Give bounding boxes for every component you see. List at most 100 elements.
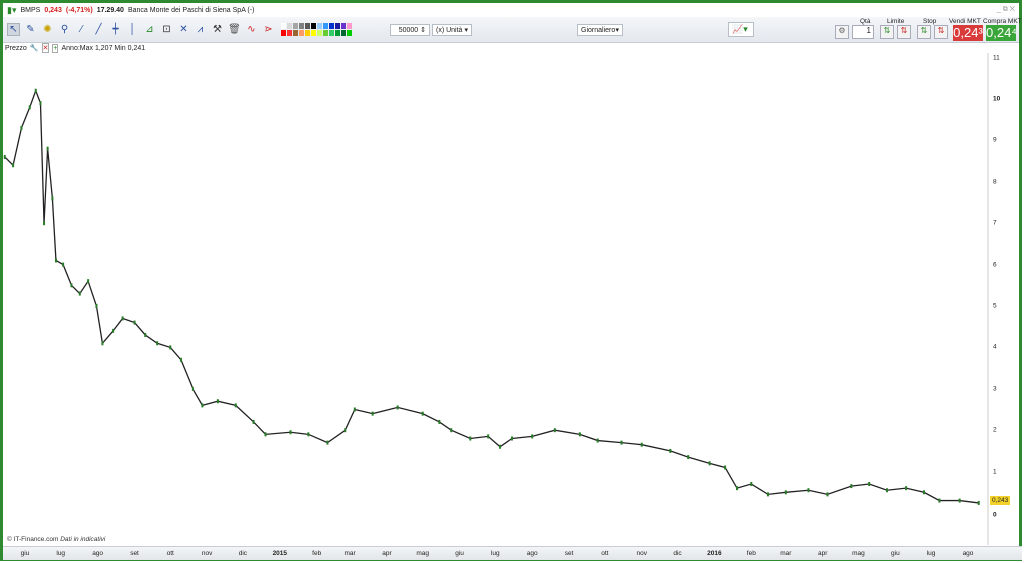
candle: [234, 403, 237, 408]
x-tick-label: lug: [56, 550, 66, 557]
candle: [640, 442, 643, 447]
color-swatch[interactable]: [299, 30, 304, 36]
channel-icon[interactable]: ⊿: [145, 24, 154, 35]
y-tick-label: 9: [993, 136, 997, 144]
last-price: 0,243: [44, 6, 62, 14]
color-swatch[interactable]: [329, 23, 334, 29]
limit-buy-button[interactable]: ⇅: [880, 25, 894, 39]
color-swatch[interactable]: [311, 23, 316, 29]
wrench-icon[interactable]: 🔧: [29, 45, 39, 52]
candle: [905, 486, 908, 491]
ruler-icon[interactable]: ✎: [26, 24, 35, 35]
x-tick-label: dic: [238, 550, 248, 557]
y-tick-label: 0: [993, 511, 997, 519]
color-swatch[interactable]: [287, 23, 292, 29]
fan-icon[interactable]: ⩘: [197, 24, 204, 35]
instrument-name: Banca Monte dei Paschi di Siena SpA (-): [127, 6, 255, 14]
qty-input[interactable]: 1: [852, 25, 874, 39]
color-swatch[interactable]: [287, 30, 292, 36]
segment-icon[interactable]: ⁄: [80, 24, 83, 35]
stop-sell-button[interactable]: ⇅: [934, 25, 948, 39]
alert-icon[interactable]: ✺: [43, 24, 52, 35]
candle: [51, 196, 54, 201]
color-swatch[interactable]: [293, 23, 298, 29]
x-tick-label: 2015: [272, 550, 288, 557]
candle: [421, 411, 424, 416]
trash-icon[interactable]: 🗑: [228, 24, 241, 35]
add-icon[interactable]: +: [52, 43, 59, 53]
candle: [487, 434, 490, 439]
color-swatch[interactable]: [281, 23, 286, 29]
text-icon[interactable]: ⊡: [162, 24, 171, 35]
indicators-button[interactable]: 📈▾: [728, 22, 754, 37]
candle: [252, 419, 255, 424]
candle: [938, 498, 941, 503]
stop-buy-button[interactable]: ⇅: [917, 25, 931, 39]
candle: [578, 432, 581, 437]
data-note: Dati in indicativi: [60, 536, 106, 543]
color-swatch[interactable]: [305, 23, 310, 29]
color-swatch[interactable]: [335, 23, 340, 29]
symbol[interactable]: BMPS: [20, 6, 41, 14]
color-swatch[interactable]: [347, 23, 352, 29]
candle: [121, 316, 124, 321]
period-select[interactable]: Giornaliero ▾: [577, 24, 623, 36]
color-swatch[interactable]: [317, 30, 322, 36]
candle: [326, 440, 329, 445]
horizontal-line-icon[interactable]: ┿: [112, 24, 119, 35]
color-swatch[interactable]: [311, 30, 316, 36]
settings-icon[interactable]: ⚙: [835, 25, 849, 39]
color-swatch[interactable]: [323, 23, 328, 29]
x-tick-label: nov: [201, 550, 213, 557]
pattern-icon[interactable]: ⋗: [264, 24, 273, 35]
price-time: 17.29.40: [96, 6, 124, 14]
remove-icon[interactable]: ✕: [41, 43, 50, 53]
price-chart[interactable]: [3, 53, 1022, 545]
candle: [28, 105, 31, 110]
pointer-icon[interactable]: ↖: [7, 23, 20, 36]
window-controls[interactable]: _ ⧉ ✕: [996, 6, 1015, 13]
candle: [133, 320, 136, 325]
color-swatch[interactable]: [347, 30, 352, 36]
x-tick-label: ago: [962, 550, 974, 557]
candle: [289, 430, 292, 435]
candle: [264, 432, 267, 437]
quantity-value: 50000: [398, 26, 419, 34]
vertical-line-icon[interactable]: │: [129, 24, 136, 35]
price-series: [4, 88, 979, 504]
unit-select[interactable]: (x) Unità ▾: [432, 24, 472, 36]
quantity-input[interactable]: 50000 ⇕: [390, 24, 430, 36]
color-swatch[interactable]: [281, 30, 286, 36]
candle: [179, 357, 182, 362]
zoom-icon[interactable]: ⚲: [60, 24, 69, 35]
y-tick-label: 11: [993, 54, 1000, 62]
candle: [169, 345, 172, 350]
sell-market-button[interactable]: 0,24³: [953, 25, 983, 41]
color-swatch[interactable]: [341, 30, 346, 36]
color-swatch[interactable]: [305, 30, 310, 36]
fibonacci-icon[interactable]: ✕: [179, 24, 188, 35]
candle: [87, 279, 90, 284]
tools-icon[interactable]: ⚒: [213, 24, 222, 35]
x-tick-label: ago: [526, 550, 538, 557]
candle: [708, 461, 711, 466]
color-swatch[interactable]: [299, 23, 304, 29]
color-swatch[interactable]: [329, 30, 334, 36]
x-tick-label: apr: [818, 550, 828, 557]
candle: [669, 448, 672, 453]
candle: [510, 436, 513, 441]
color-swatch[interactable]: [293, 30, 298, 36]
chart-type-icon[interactable]: ▮▾: [7, 4, 17, 15]
color-palette[interactable]: [281, 23, 352, 36]
line-icon[interactable]: ╱: [95, 24, 102, 35]
color-swatch[interactable]: [335, 30, 340, 36]
color-swatch[interactable]: [317, 23, 322, 29]
color-swatch[interactable]: [323, 30, 328, 36]
copyright-text: © IT-Finance.com: [7, 536, 59, 543]
x-tick-label: nov: [636, 550, 647, 557]
wave-icon[interactable]: ∿: [247, 24, 256, 35]
limit-sell-button[interactable]: ⇅: [897, 25, 911, 39]
color-swatch[interactable]: [341, 23, 346, 29]
buy-market-button[interactable]: 0,24⁴: [986, 25, 1017, 41]
